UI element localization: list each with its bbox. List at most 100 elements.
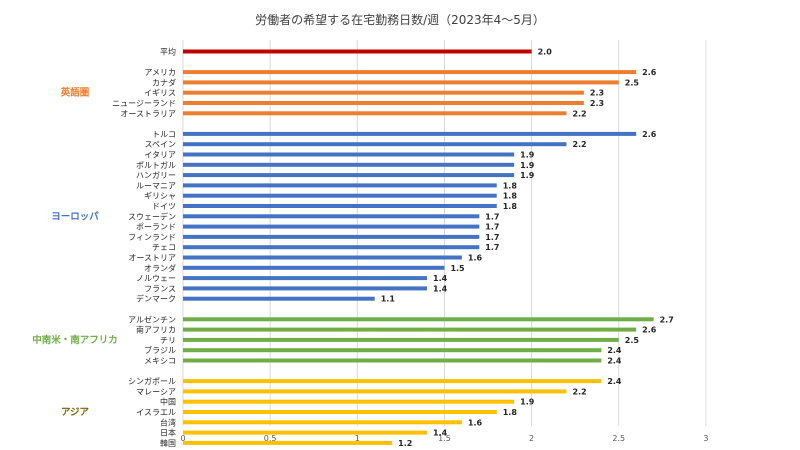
category-label: ブラジル	[144, 345, 176, 355]
data-label: 2.2	[572, 140, 586, 149]
category-label: アメリカ	[144, 68, 176, 77]
data-label: 1.7	[485, 223, 499, 232]
x-tick-label: 1	[355, 434, 360, 443]
data-label: 2.2	[572, 109, 586, 118]
bar	[183, 101, 584, 105]
bar	[183, 389, 567, 394]
bar	[183, 255, 462, 260]
bar	[183, 224, 480, 229]
category-label: イスラエル	[136, 408, 176, 417]
category-label: ハンガリー	[136, 170, 176, 180]
bar	[183, 204, 497, 208]
bar	[183, 296, 375, 301]
bar	[183, 162, 515, 167]
bar	[183, 348, 602, 353]
data-label: 1.9	[520, 151, 535, 160]
category-label: ドイツ	[152, 202, 176, 211]
bar	[183, 131, 637, 136]
bar	[183, 430, 428, 435]
category-label: オーストリア	[128, 254, 176, 263]
bar	[183, 245, 480, 250]
category-label: フィンランド	[128, 233, 176, 242]
bar	[183, 183, 497, 188]
category-label: イタリア	[144, 151, 176, 160]
x-tick-label: 2.5	[612, 434, 625, 443]
data-label: 1.4	[433, 274, 448, 283]
bar	[183, 276, 428, 281]
x-tick-label: 2	[529, 434, 534, 443]
bar	[183, 379, 602, 384]
x-tick-label: 0	[180, 434, 185, 443]
data-label: 2.3	[590, 89, 604, 98]
data-label: 1.8	[503, 181, 518, 190]
data-label: 1.4	[433, 284, 448, 293]
x-tick-label: 3	[703, 434, 708, 443]
category-label: 中国	[160, 397, 176, 407]
category-label: スウェーデン	[128, 211, 176, 221]
bar	[183, 399, 515, 404]
group-label: 英語圏	[61, 87, 90, 99]
category-label: 南アフリカ	[136, 325, 176, 335]
bar	[183, 358, 602, 363]
category-label: シンガポール	[128, 376, 176, 386]
category-label: チェコ	[152, 243, 176, 252]
category-label: ノルウェー	[136, 274, 176, 283]
data-label: 2.6	[642, 130, 657, 139]
data-label: 2.6	[642, 326, 657, 335]
bar	[183, 70, 637, 75]
bar	[183, 193, 497, 198]
bar	[183, 410, 497, 414]
bar	[183, 317, 654, 322]
bar	[183, 152, 515, 157]
category-label: ギリシャ	[144, 192, 176, 201]
category-label: カナダ	[152, 77, 176, 87]
category-label: オランダ	[144, 263, 176, 273]
category-label: 平均	[160, 47, 176, 57]
data-label: 2.6	[642, 68, 657, 77]
bar	[183, 173, 515, 178]
data-label: 1.5	[450, 264, 465, 273]
data-label: 2.4	[607, 357, 622, 366]
category-label: フランス	[144, 284, 176, 293]
group-label: 中南米・南アフリカ	[32, 334, 118, 346]
category-label: ポルトガル	[136, 160, 176, 170]
data-label: 2.7	[660, 315, 674, 324]
bar	[183, 286, 428, 291]
category-label: オーストラリア	[120, 109, 176, 118]
bar	[183, 327, 637, 332]
data-label: 1.9	[520, 171, 535, 180]
data-label: 1.9	[520, 398, 535, 407]
data-label: 1.4	[433, 429, 448, 438]
data-label: 1.6	[468, 418, 483, 427]
data-label: 2.5	[625, 336, 640, 345]
category-label: 台湾	[160, 417, 176, 427]
bar	[183, 142, 567, 147]
data-label: 2.2	[572, 387, 586, 396]
category-label: イギリス	[144, 89, 176, 98]
category-label: 日本	[160, 428, 176, 438]
bar	[183, 440, 393, 445]
data-label: 1.8	[503, 408, 518, 417]
data-label: 1.6	[468, 254, 483, 263]
data-label: 2.4	[607, 346, 622, 355]
data-label: 2.4	[607, 377, 622, 386]
category-label: 韓国	[160, 438, 176, 448]
chart-title: 労働者の希望する在宅勤務日数/週（2023年4〜5月）	[255, 13, 545, 27]
category-label: ニュージーランド	[112, 99, 176, 108]
bar	[183, 214, 480, 219]
data-label: 1.7	[485, 233, 499, 242]
group-label: アジア	[61, 407, 90, 418]
bar	[183, 337, 619, 342]
data-label: 2.3	[590, 99, 604, 108]
group-label: ヨーロッパ	[51, 210, 99, 222]
bar	[183, 420, 462, 425]
category-label: ポーランド	[136, 223, 176, 232]
data-label: 1.8	[503, 192, 518, 201]
category-label: チリ	[160, 336, 176, 345]
data-label: 2.0	[538, 48, 553, 57]
bar	[183, 111, 567, 116]
category-label: メキシコ	[144, 357, 176, 366]
data-label: 1.1	[381, 295, 396, 304]
